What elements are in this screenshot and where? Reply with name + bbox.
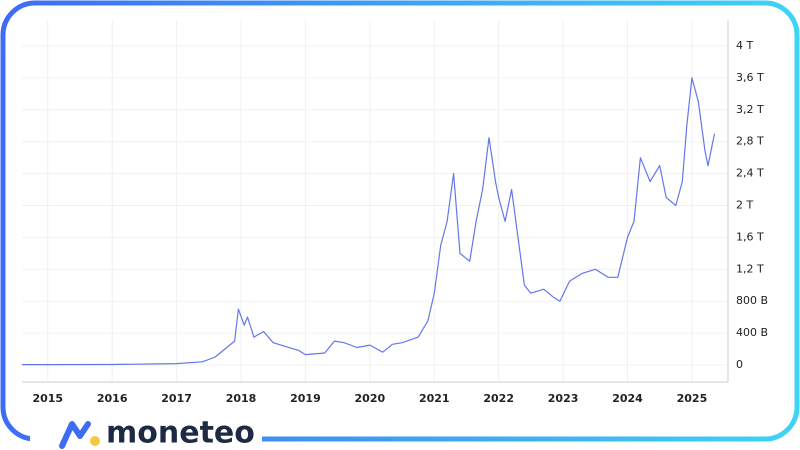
y-tick-label: 3,6 T [736,71,764,84]
x-tick-label: 2019 [290,392,321,405]
x-tick-label: 2016 [97,392,128,405]
x-tick-label: 2015 [32,392,63,405]
y-tick-label: 2,8 T [736,135,764,148]
series-line [22,77,716,366]
y-tick-label: 400 B [736,326,768,339]
y-tick-label: 2 T [736,199,753,212]
y-tick-label: 0 [736,358,743,371]
y-tick-label: 1,6 T [736,230,764,243]
x-tick-label: 2020 [355,392,386,405]
x-tick-label: 2021 [419,392,450,405]
y-tick-label: 4 T [736,39,753,52]
x-tick-label: 2024 [612,392,643,405]
x-tick-label: 2025 [677,392,708,405]
logo-icon [59,421,100,449]
y-tick-label: 2,4 T [736,167,764,180]
y-tick-label: 1,2 T [736,262,764,275]
y-tick-label: 800 B [736,294,768,307]
x-tick-label: 2017 [161,392,192,405]
x-tick-label: 2022 [483,392,514,405]
x-tick-label: 2018 [226,392,257,405]
y-tick-label: 3,2 T [736,103,764,116]
brand: moneteo [106,416,255,450]
x-tick-label: 2023 [548,392,579,405]
